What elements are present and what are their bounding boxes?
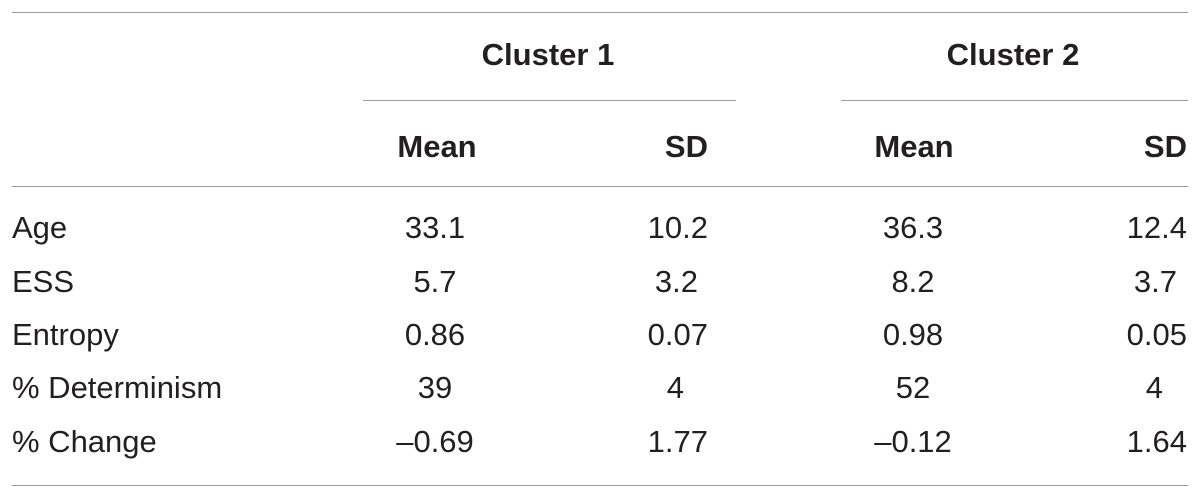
cell-entropy-cluster2-mean: 0.98 [882,317,944,352]
row-label-change: % Change [12,424,157,459]
cell-age-cluster2-sd: 12.4 [1126,210,1187,245]
cell-age-cluster1-sd: 10.2 [647,210,708,245]
row-label-entropy: Entropy [12,317,119,352]
group-header-cluster-2: Cluster 2 [946,37,1080,72]
subheader-cluster-2-sd: SD [1143,129,1187,164]
cell-ess-cluster2-sd: 3.7 [1133,264,1177,299]
table-bottom-rule [12,485,1188,486]
subheader-cluster-1-sd: SD [664,129,708,164]
row-label-age: Age [12,210,68,245]
cell-determinism-cluster2-mean: 52 [895,370,931,405]
cell-entropy-cluster1-sd: 0.07 [647,317,708,352]
cell-change-cluster1-sd: 1.77 [647,424,708,459]
row-label-ess: ESS [12,264,75,299]
cell-age-cluster1-mean: 33.1 [404,210,466,245]
cell-change-cluster2-mean: –0.12 [874,424,952,459]
cell-determinism-cluster1-mean: 39 [417,370,453,405]
cell-ess-cluster1-mean: 5.7 [413,264,457,299]
group-header-cluster-1: Cluster 1 [481,37,615,72]
cell-entropy-cluster2-sd: 0.05 [1126,317,1187,352]
cell-determinism-cluster1-sd: 4 [666,370,684,405]
subheader-cluster-2-mean: Mean [874,129,954,164]
cell-change-cluster1-mean: –0.69 [396,424,474,459]
row-label-determinism: % Determinism [12,370,223,405]
cell-determinism-cluster2-sd: 4 [1145,370,1163,405]
header-bottom-rule [12,186,1188,187]
cluster-1-span-rule [363,100,736,101]
table-top-rule [12,12,1188,13]
cluster-2-span-rule [841,100,1188,101]
cell-entropy-cluster1-mean: 0.86 [404,317,466,352]
cell-ess-cluster1-sd: 3.2 [654,264,698,299]
subheader-cluster-1-mean: Mean [397,129,477,164]
cell-age-cluster2-mean: 36.3 [882,210,944,245]
cell-ess-cluster2-mean: 8.2 [891,264,935,299]
cell-change-cluster2-sd: 1.64 [1126,424,1187,459]
